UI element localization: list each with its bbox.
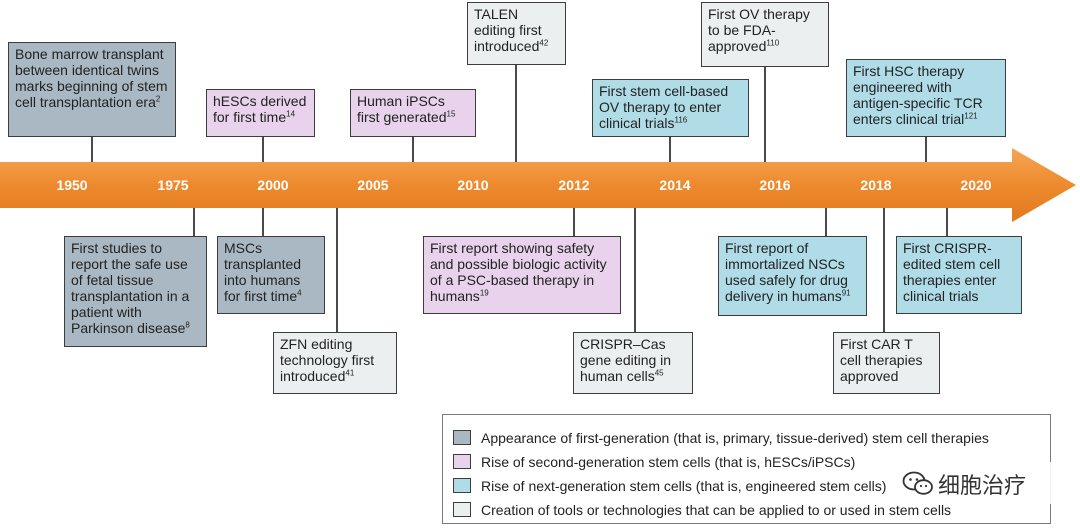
legend: Appearance of first-generation (that is,… [442,414,1051,524]
connector-line [825,208,827,236]
event-box: First HSC therapy engineered with antige… [846,59,1006,137]
event-box: TALEN editing first introduced42 [467,2,566,65]
event-text: First CRISPR-edited stem cell therapies … [903,240,1001,304]
connector-line [883,208,885,332]
event-ref: 42 [539,38,549,48]
event-box: hESCs derived for first time14 [206,89,315,137]
connector-line [946,208,948,236]
event-text: Human iPSCs first generated [357,93,447,125]
event-text: First stem cell-based OV therapy to ente… [599,83,729,131]
event-text: First report showing safety and possible… [430,240,607,304]
event-box: Bone marrow transplant between identical… [8,42,176,137]
event-ref: 121 [964,111,978,121]
event-box: First studies to report the safe use of … [64,236,207,347]
legend-label: Appearance of first-generation (that is,… [481,430,989,446]
event-ref: 2 [155,94,161,104]
event-box: CRISPR–Cas gene editing in human cells45 [573,332,693,394]
event-box: First report of immortalized NSCs used s… [718,236,867,316]
legend-label: Rise of next-generation stem cells (that… [481,478,887,494]
connector-line [573,208,575,236]
event-box: First OV therapy to be FDA-approved110 [701,2,829,67]
watermark: 细胞治疗 [902,462,1052,504]
year-label: 2014 [659,177,691,193]
event-text: First report of immortalized NSCs used s… [725,240,848,304]
event-ref: 15 [446,109,456,119]
legend-swatch [453,478,471,493]
year-label: 1950 [56,177,88,193]
timeline-arrow-shape [0,148,1076,222]
event-text: CRISPR–Cas gene editing in human cells [580,336,672,384]
event-box: First CRISPR-edited stem cell therapies … [896,236,1022,314]
legend-swatch [453,502,471,517]
event-box: Human iPSCs first generated15 [350,89,476,137]
watermark-text: 细胞治疗 [938,474,1027,499]
connector-line [515,64,517,162]
event-text: ZFN editing technology first introduced [280,336,375,384]
event-text: TALEN editing first introduced [474,6,542,54]
connector-line [193,208,195,236]
event-ref: 110 [766,38,780,48]
connector-line [634,208,636,332]
legend-label: Rise of second-generation stem cells (th… [481,454,856,470]
connector-line [925,136,927,162]
event-ref: 91 [841,288,851,298]
event-ref: 41 [345,368,355,378]
legend-swatch [453,430,471,445]
event-text: MSCs transplanted into humans for first … [224,240,302,304]
legend-swatch [453,454,471,469]
connector-line [336,208,338,332]
event-box: First stem cell-based OV therapy to ente… [592,79,749,137]
event-ref: 14 [286,109,296,119]
connector-line [262,136,264,162]
wechat-icon [902,471,933,495]
year-label: 2005 [357,177,389,193]
event-ref: 4 [297,288,302,298]
event-box: First CAR T cell therapies approved [833,332,940,394]
connector-line [262,208,264,236]
year-label: 2018 [860,177,892,193]
year-label: 2020 [960,177,992,193]
event-text: First studies to report the safe use of … [71,240,190,336]
event-ref: 116 [674,115,688,125]
year-label: 2016 [759,177,791,193]
event-ref: 45 [654,368,664,378]
event-text: Bone marrow transplant between identical… [15,46,168,110]
event-text: hESCs derived for first time [213,93,307,125]
year-label: 2012 [558,177,590,193]
year-label: 2000 [257,177,289,193]
event-ref: 8 [185,320,190,330]
year-label: 2010 [457,177,489,193]
connector-line [764,66,766,162]
event-text: First OV therapy to be FDA-approved [708,6,810,54]
connector-line [669,136,671,162]
event-text: First CAR T cell therapies approved [840,336,923,384]
event-text: First HSC therapy engineered with antige… [853,63,983,127]
legend-label: Creation of tools or technologies that c… [481,502,952,518]
event-ref: 19 [479,288,489,298]
event-box: First report showing safety and possible… [423,236,621,314]
event-box: MSCs transplanted into humans for first … [217,236,325,314]
connector-line [412,136,414,162]
event-box: ZFN editing technology first introduced4… [273,332,397,394]
connector-line [91,136,93,162]
year-label: 1975 [157,177,189,193]
